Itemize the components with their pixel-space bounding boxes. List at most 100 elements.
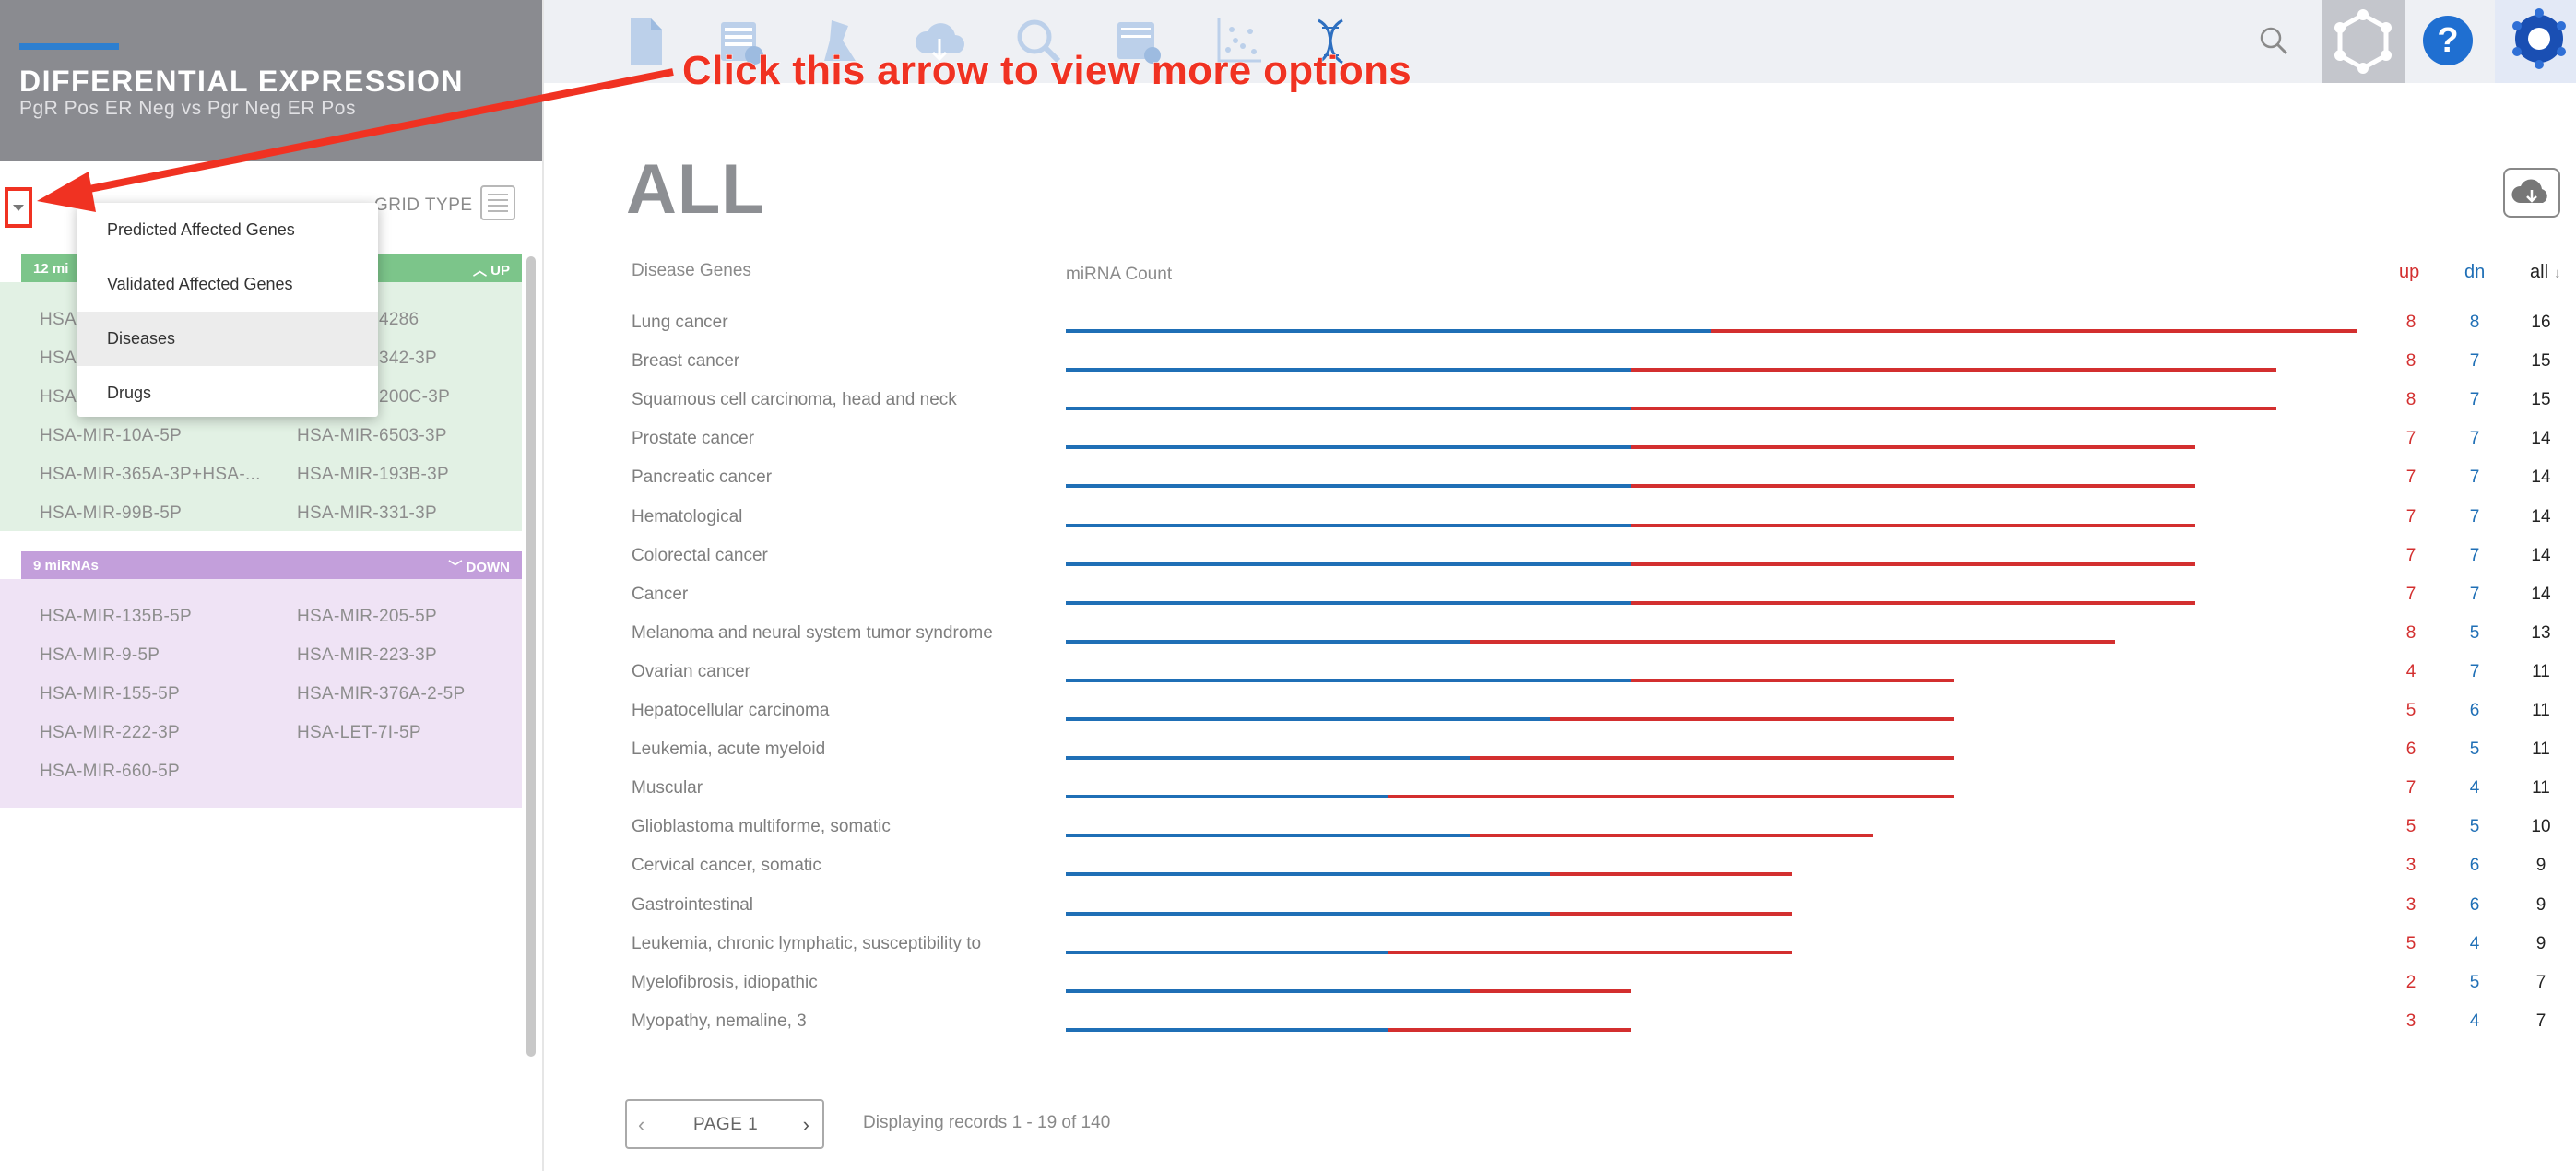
disease-name[interactable]: Myelofibrosis, idiopathic <box>632 972 818 992</box>
document-icon[interactable] <box>618 13 675 70</box>
list-item[interactable]: HSA-MIR-376A-2-5P <box>297 684 466 704</box>
list-item[interactable]: HSA-MIR-205-5P <box>297 607 438 626</box>
options-dropdown-arrow[interactable] <box>5 187 32 228</box>
gene-table-icon[interactable] <box>712 13 769 70</box>
list-item[interactable]: HSA-MIR-10A-5P <box>40 426 183 445</box>
column-header-dn[interactable]: dn <box>2464 262 2486 282</box>
list-item[interactable]: HSA-MIR-99B-5P <box>40 503 183 523</box>
flask-icon[interactable] <box>811 13 869 70</box>
column-header-disease-genes[interactable]: Disease Genes <box>632 261 751 280</box>
search-icon[interactable] <box>2257 24 2290 57</box>
disease-name[interactable]: Ovarian cancer <box>632 661 750 681</box>
up-count: 7 <box>2405 429 2416 449</box>
disease-name[interactable]: Muscular <box>632 778 703 798</box>
up-group-direction[interactable]: ︿ UP <box>473 260 510 279</box>
disease-name[interactable]: Squamous cell carcinoma, head and neck <box>632 390 957 410</box>
up-count: 8 <box>2405 313 2416 332</box>
dn-count: 6 <box>2469 856 2480 876</box>
help-button[interactable]: ? <box>2406 0 2489 83</box>
list-item[interactable]: HSA-MIR-331-3P <box>297 503 438 523</box>
disease-name[interactable]: Leukemia, chronic lymphatic, susceptibil… <box>632 933 982 953</box>
list-item[interactable]: HSA-MIR-9-5P <box>40 645 160 665</box>
disease-name[interactable]: Pancreatic cancer <box>632 467 773 488</box>
up-count: 3 <box>2405 894 2416 915</box>
magnify-chart-icon[interactable] <box>1010 13 1068 70</box>
column-header-up[interactable]: up <box>2399 262 2420 282</box>
next-page-button[interactable]: › <box>802 1113 809 1136</box>
disease-name[interactable]: Colorectal cancer <box>632 545 768 565</box>
list-item[interactable]: HSA-MIR-135B-5P <box>40 607 192 626</box>
dna-icon[interactable] <box>1302 13 1359 70</box>
column-header-all[interactable]: all ↓ <box>2530 262 2561 283</box>
list-item[interactable]: HSA-MIR-223-3P <box>297 645 438 665</box>
disease-name[interactable]: Glioblastoma multiforme, somatic <box>632 817 891 837</box>
up-count: 8 <box>2405 390 2416 410</box>
list-item[interactable]: HSA-MIR-6503-3P <box>297 426 447 445</box>
up-count: 5 <box>2405 701 2416 720</box>
menu-item-predicted-affected-genes[interactable]: Predicted Affected Genes <box>107 220 295 239</box>
dn-count: 7 <box>2469 390 2480 410</box>
up-count: 5 <box>2405 933 2416 953</box>
disease-name[interactable]: Hematological <box>632 506 743 526</box>
disease-name[interactable]: Melanoma and neural system tumor syndrom… <box>632 622 993 643</box>
all-count: 14 <box>2531 584 2551 604</box>
all-count: 11 <box>2532 661 2550 681</box>
list-item[interactable]: HSA <box>40 349 77 368</box>
settings-button[interactable] <box>2322 0 2405 83</box>
disease-name[interactable]: Gastrointestinal <box>632 894 754 915</box>
sort-down-icon[interactable]: ↓ <box>2554 266 2561 281</box>
dn-count: 6 <box>2469 701 2480 720</box>
disease-name[interactable]: Cervical cancer, somatic <box>632 856 821 876</box>
disease-name[interactable]: Myopathy, nemaline, 3 <box>632 1011 807 1031</box>
grid-type-icon[interactable] <box>480 185 515 220</box>
all-count: 10 <box>2531 817 2551 837</box>
dn-count: 7 <box>2469 429 2480 449</box>
column-header-mirna-count[interactable]: miRNA Count <box>1066 265 1173 284</box>
list-item[interactable]: HSA <box>40 310 77 329</box>
list-item[interactable]: HSA-LET-7I-5P <box>297 723 421 742</box>
down-group-direction[interactable]: ﹀ DOWN <box>448 557 510 576</box>
up-count: 3 <box>2405 1011 2416 1031</box>
list-item[interactable]: HSA-MIR-155-5P <box>40 684 181 704</box>
menu-item-drugs[interactable]: Drugs <box>107 384 152 402</box>
grid-settings-icon[interactable] <box>1110 13 1167 70</box>
disease-name[interactable]: Hepatocellular carcinoma <box>632 701 830 720</box>
up-count: 2 <box>2405 972 2416 992</box>
prev-page-button[interactable]: ‹ <box>638 1113 645 1136</box>
menu-item-validated-affected-genes[interactable]: Validated Affected Genes <box>107 275 293 293</box>
mirna-count-bar-down <box>1066 329 1711 333</box>
up-count: 6 <box>2405 739 2416 760</box>
sidebar-scrollbar[interactable] <box>526 256 536 1057</box>
all-count: 14 <box>2531 545 2551 565</box>
down-direction-label: DOWN <box>466 560 511 575</box>
mirna-count-bar-down <box>1066 562 1631 566</box>
list-item[interactable]: HSA-MIR-660-5P <box>40 762 181 781</box>
menu-item-diseases[interactable]: Diseases <box>77 312 378 366</box>
list-item[interactable]: HSA <box>40 387 77 407</box>
download-button[interactable] <box>2503 168 2560 218</box>
up-count: 7 <box>2405 545 2416 565</box>
app-logo-button[interactable] <box>2495 0 2576 83</box>
mirna-count-bar-down <box>1066 717 1550 721</box>
mirna-count-bar-up <box>1469 639 2115 644</box>
mirna-count-bar-up <box>1550 911 1792 916</box>
grid-type-label: GRID TYPE <box>374 195 473 215</box>
disease-name[interactable]: Prostate cancer <box>632 429 755 449</box>
mirna-count-bar-down <box>1066 678 1631 682</box>
disease-name[interactable]: Cancer <box>632 584 689 604</box>
list-item[interactable]: HSA-MIR-365A-3P+HSA-... <box>40 465 261 484</box>
mirna-count-bar-up <box>1711 329 2357 333</box>
mirna-count-bar-up <box>1550 717 1954 721</box>
disease-name[interactable]: Lung cancer <box>632 313 728 332</box>
all-count: 15 <box>2531 351 2551 372</box>
disease-name[interactable]: Leukemia, acute myeloid <box>632 739 826 760</box>
down-group-header[interactable]: 9 miRNAs ﹀ DOWN <box>21 551 522 579</box>
disease-name[interactable]: Breast cancer <box>632 351 740 372</box>
mirna-count-bar-down <box>1066 484 1631 489</box>
scatter-plot-icon[interactable] <box>1210 13 1267 70</box>
all-count: 13 <box>2531 622 2551 643</box>
list-item[interactable]: HSA-MIR-193B-3P <box>297 465 449 484</box>
cloud-download-icon[interactable] <box>911 13 968 70</box>
list-item[interactable]: HSA-MIR-222-3P <box>40 723 181 742</box>
header-accent-bar <box>19 43 119 50</box>
